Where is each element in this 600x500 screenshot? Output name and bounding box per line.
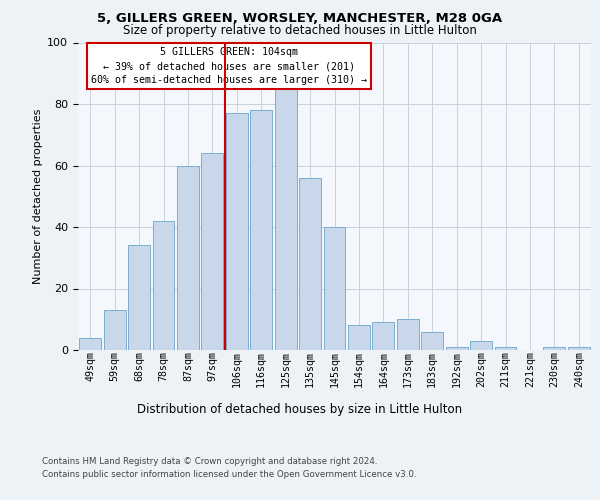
Bar	[79, 338, 101, 350]
Bar	[250, 110, 272, 350]
Bar	[104, 310, 125, 350]
Text: 5, GILLERS GREEN, WORSLEY, MANCHESTER, M28 0GA: 5, GILLERS GREEN, WORSLEY, MANCHESTER, M…	[97, 12, 503, 26]
Text: Size of property relative to detached houses in Little Hulton: Size of property relative to detached ho…	[123, 24, 477, 37]
Bar	[421, 332, 443, 350]
Bar	[494, 347, 517, 350]
Bar	[568, 347, 590, 350]
Text: Contains HM Land Registry data © Crown copyright and database right 2024.: Contains HM Land Registry data © Crown c…	[42, 458, 377, 466]
Text: 5 GILLERS GREEN: 104sqm
← 39% of detached houses are smaller (201)
60% of semi-d: 5 GILLERS GREEN: 104sqm ← 39% of detache…	[91, 47, 367, 85]
Bar	[373, 322, 394, 350]
Bar	[323, 227, 346, 350]
Bar	[202, 153, 223, 350]
Bar	[177, 166, 199, 350]
Bar	[299, 178, 321, 350]
Bar	[152, 221, 175, 350]
Text: Distribution of detached houses by size in Little Hulton: Distribution of detached houses by size …	[137, 402, 463, 415]
Bar	[446, 347, 467, 350]
Text: Contains public sector information licensed under the Open Government Licence v3: Contains public sector information licen…	[42, 470, 416, 479]
Bar	[128, 246, 150, 350]
Bar	[348, 326, 370, 350]
Bar	[226, 113, 248, 350]
Bar	[397, 320, 419, 350]
Y-axis label: Number of detached properties: Number of detached properties	[33, 108, 43, 284]
Bar	[544, 347, 565, 350]
Bar	[275, 88, 296, 350]
Bar	[470, 341, 492, 350]
